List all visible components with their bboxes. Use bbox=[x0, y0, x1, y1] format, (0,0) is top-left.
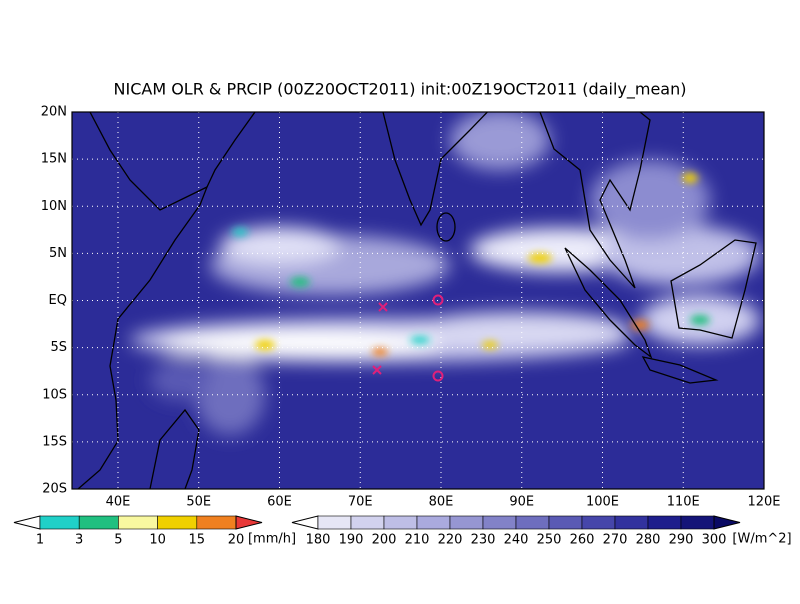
colorbar-swatch bbox=[449, 515, 484, 530]
lat-label: 10N bbox=[41, 199, 67, 214]
markers bbox=[372, 294, 444, 382]
lon-label: 60E bbox=[267, 495, 292, 510]
colorbar-swatch bbox=[548, 515, 583, 530]
lon-label: 100E bbox=[586, 495, 619, 510]
colorbar-label: 1 bbox=[36, 533, 44, 548]
lon-label: 120E bbox=[747, 495, 780, 510]
colorbar-swatch bbox=[196, 515, 237, 530]
colorbar-swatch bbox=[157, 515, 198, 530]
colorbar-label: 290 bbox=[669, 533, 694, 548]
colorbar-label: 280 bbox=[636, 533, 661, 548]
colorbar-label: 20 bbox=[228, 533, 245, 548]
lon-label: 50E bbox=[186, 495, 211, 510]
colorbar-label: 230 bbox=[471, 533, 496, 548]
colorbar-swatch bbox=[350, 515, 385, 530]
colorbar-label: 270 bbox=[603, 533, 628, 548]
axis-labels: 20N 15N 10N 5N EQ 5S 10S 15S 20S 40E 50E 60E 70E 80E 9… bbox=[41, 105, 781, 510]
colorbar-label: 190 bbox=[339, 533, 364, 548]
lon-label: 40E bbox=[106, 495, 131, 510]
grid bbox=[72, 112, 764, 489]
lon-label: 90E bbox=[509, 495, 534, 510]
colorbar-label: 210 bbox=[405, 533, 430, 548]
colorbars: 1 3 5 10 15 20 [mm/h] 180 190 200 210 220 230 240 250 2… bbox=[13, 515, 792, 548]
colorbar-label: 10 bbox=[149, 533, 166, 548]
map-title: NICAM OLR & PRCIP (00Z20OCT2011) init:00… bbox=[114, 80, 687, 100]
lon-label: 80E bbox=[429, 495, 454, 510]
colorbar-swatch bbox=[118, 515, 158, 530]
lon-label: 110E bbox=[667, 495, 700, 510]
colorbar-swatch bbox=[515, 515, 550, 530]
colorbar-label: 180 bbox=[306, 533, 331, 548]
colorbar-swatch bbox=[647, 515, 682, 530]
colorbar-swatch bbox=[317, 515, 352, 530]
lat-label: EQ bbox=[49, 293, 67, 308]
colorbar-swatch bbox=[78, 515, 119, 530]
lon-label: 70E bbox=[348, 495, 373, 510]
colorbar-swatch bbox=[416, 515, 451, 530]
colorbar-label: 260 bbox=[570, 533, 595, 548]
colorbar-swatch bbox=[581, 515, 616, 530]
colorbar-swatch bbox=[614, 515, 649, 530]
map-frame bbox=[71, 111, 765, 490]
colorbar-label: 220 bbox=[438, 533, 463, 548]
colorbar-arrow bbox=[713, 515, 741, 530]
colorbar-swatch bbox=[680, 515, 715, 530]
lat-label: 20N bbox=[41, 105, 67, 120]
map-area bbox=[72, 112, 764, 489]
lat-label: 5S bbox=[50, 340, 67, 355]
lat-label: 10S bbox=[42, 387, 67, 402]
lat-label: 20S bbox=[42, 482, 67, 497]
cloud-field bbox=[130, 112, 760, 435]
lat-label: 15S bbox=[42, 434, 67, 449]
colorbar-unit: [W/m^2] bbox=[732, 532, 791, 547]
colorbar-label: 3 bbox=[75, 533, 83, 548]
colorbar-label: 300 bbox=[702, 533, 727, 548]
colorbar-label: 5 bbox=[114, 533, 122, 548]
colorbar-label: 200 bbox=[372, 533, 397, 548]
precip-cells bbox=[232, 173, 710, 356]
colorbar-arrow bbox=[235, 515, 263, 530]
lat-label: 5N bbox=[49, 246, 67, 261]
colorbar-swatch bbox=[482, 515, 517, 530]
coastlines bbox=[77, 112, 757, 489]
colorbar-swatch bbox=[383, 515, 418, 530]
colorbar-swatch bbox=[39, 515, 80, 530]
lat-label: 15N bbox=[41, 152, 67, 167]
colorbar-arrow bbox=[291, 515, 319, 530]
colorbar-label: 240 bbox=[504, 533, 529, 548]
colorbar-arrow bbox=[13, 515, 41, 530]
colorbar-label: 250 bbox=[537, 533, 562, 548]
colorbar-unit: [mm/h] bbox=[248, 532, 296, 547]
colorbar-label: 15 bbox=[189, 533, 206, 548]
